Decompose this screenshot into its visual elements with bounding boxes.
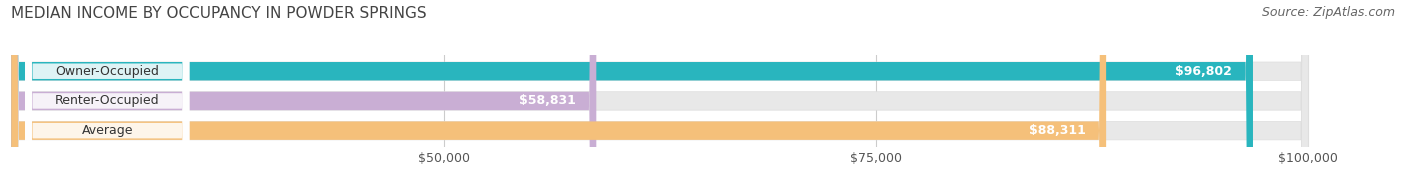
Text: Source: ZipAtlas.com: Source: ZipAtlas.com [1261, 6, 1395, 19]
Text: Average: Average [82, 124, 134, 137]
FancyBboxPatch shape [25, 0, 190, 196]
FancyBboxPatch shape [11, 0, 596, 196]
FancyBboxPatch shape [11, 0, 1253, 196]
FancyBboxPatch shape [11, 0, 1107, 196]
FancyBboxPatch shape [11, 0, 1308, 196]
FancyBboxPatch shape [11, 0, 1308, 196]
Text: $58,831: $58,831 [519, 94, 575, 107]
Text: $96,802: $96,802 [1175, 65, 1232, 78]
Text: Renter-Occupied: Renter-Occupied [55, 94, 159, 107]
Text: MEDIAN INCOME BY OCCUPANCY IN POWDER SPRINGS: MEDIAN INCOME BY OCCUPANCY IN POWDER SPR… [11, 6, 427, 21]
Text: Owner-Occupied: Owner-Occupied [55, 65, 159, 78]
Text: $88,311: $88,311 [1029, 124, 1085, 137]
FancyBboxPatch shape [11, 0, 1308, 196]
FancyBboxPatch shape [25, 0, 190, 196]
FancyBboxPatch shape [25, 0, 190, 196]
